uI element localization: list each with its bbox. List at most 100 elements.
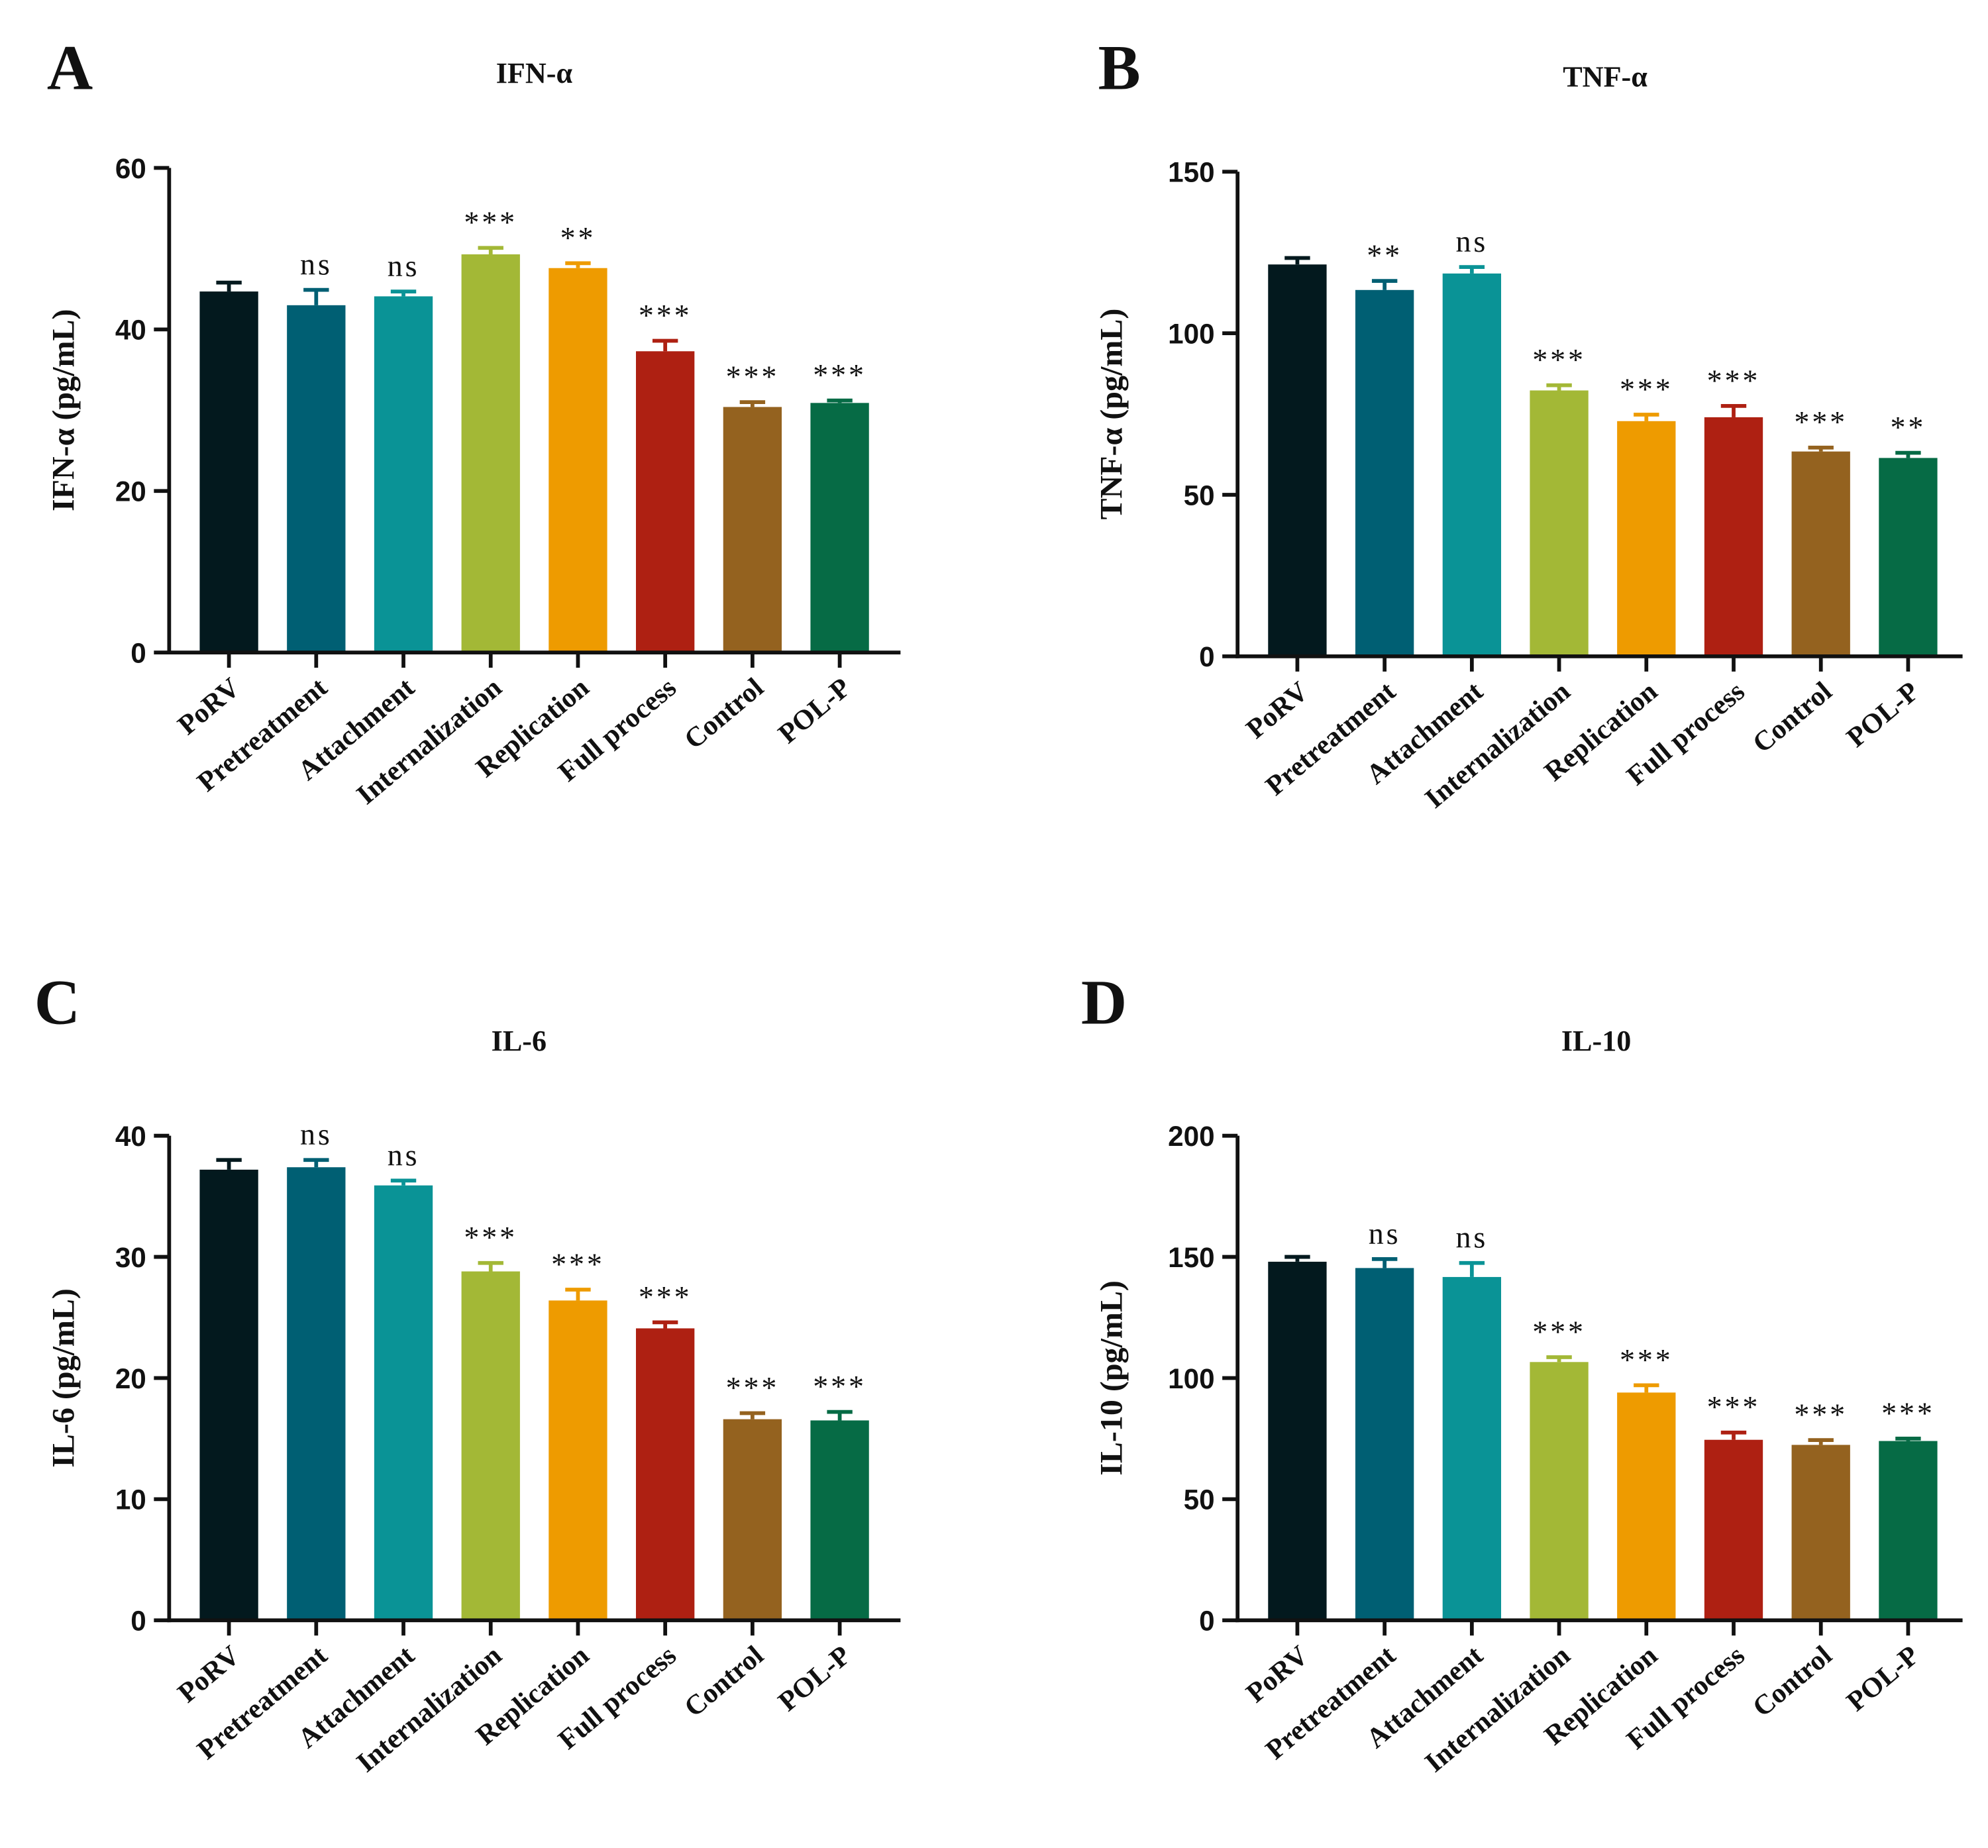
y-tick-label: 0 bbox=[1199, 1606, 1215, 1637]
significance-label: *** bbox=[1620, 1343, 1673, 1376]
significance-label: *** bbox=[639, 1280, 692, 1313]
bar bbox=[549, 268, 607, 653]
x-tick-label: Control bbox=[1747, 676, 1838, 759]
y-axis-label: IL-10 (pg/mL) bbox=[1094, 1280, 1129, 1476]
bar bbox=[1530, 1362, 1589, 1621]
y-tick-label: 50 bbox=[1184, 480, 1215, 511]
bar bbox=[1442, 273, 1502, 656]
bar bbox=[1442, 1276, 1502, 1621]
y-tick-label: 200 bbox=[1168, 1121, 1214, 1152]
significance-label: *** bbox=[464, 1221, 517, 1255]
bar bbox=[810, 1420, 869, 1621]
bar bbox=[374, 1185, 433, 1621]
chart-title: IL-10 bbox=[1561, 1025, 1632, 1057]
y-tick-label: 20 bbox=[115, 476, 146, 507]
panel-letter: A bbox=[47, 32, 93, 103]
y-tick-label: 100 bbox=[1168, 319, 1214, 350]
bar bbox=[1355, 289, 1414, 656]
y-tick-label: 150 bbox=[1168, 1242, 1214, 1273]
y-tick-label: 30 bbox=[115, 1242, 146, 1273]
y-tick-label: 50 bbox=[1184, 1484, 1215, 1515]
x-tick-label: POL-P bbox=[772, 1639, 857, 1717]
y-tick-label: 60 bbox=[115, 153, 146, 184]
x-tick-label: Control bbox=[678, 672, 770, 755]
bar bbox=[636, 351, 695, 653]
significance-label: *** bbox=[1794, 405, 1848, 439]
bar bbox=[1617, 1392, 1676, 1621]
bar bbox=[636, 1328, 695, 1621]
bar bbox=[1879, 458, 1938, 656]
panel-letter: B bbox=[1098, 32, 1141, 103]
x-tick-label: Control bbox=[1747, 1639, 1838, 1723]
x-tick-label: PoRV bbox=[172, 672, 246, 741]
significance-label: *** bbox=[1794, 1398, 1848, 1431]
y-tick-label: 20 bbox=[115, 1363, 146, 1394]
bar bbox=[1704, 1439, 1763, 1621]
significance-label: ns bbox=[1369, 1217, 1401, 1251]
bar bbox=[461, 1271, 520, 1621]
bar bbox=[1268, 264, 1327, 656]
bar bbox=[1879, 1441, 1938, 1621]
significance-label: *** bbox=[813, 358, 866, 392]
significance-label: ** bbox=[1891, 411, 1926, 444]
y-tick-label: 100 bbox=[1168, 1363, 1214, 1394]
chart-title: IL-6 bbox=[492, 1025, 547, 1057]
significance-label: ns bbox=[300, 248, 333, 282]
significance-label: *** bbox=[639, 298, 692, 332]
significance-label: *** bbox=[1707, 1390, 1761, 1424]
significance-label: *** bbox=[1881, 1396, 1935, 1430]
x-tick-label: POL-P bbox=[1841, 1639, 1925, 1717]
chart-title: TNF-α bbox=[1563, 61, 1648, 93]
bar bbox=[199, 1169, 258, 1621]
significance-label: *** bbox=[1532, 1315, 1586, 1349]
chart-title: IFN-α bbox=[496, 57, 573, 89]
significance-label: *** bbox=[464, 205, 517, 239]
bar bbox=[287, 1167, 346, 1621]
significance-label: ns bbox=[388, 1138, 420, 1172]
y-axis-label: IL-6 (pg/mL) bbox=[46, 1288, 81, 1468]
y-tick-label: 0 bbox=[131, 637, 146, 668]
x-tick-label: Control bbox=[678, 1639, 770, 1723]
y-tick-label: 40 bbox=[115, 315, 146, 346]
x-tick-label: POL-P bbox=[772, 672, 857, 749]
bar bbox=[461, 254, 520, 653]
significance-label: ns bbox=[388, 249, 420, 283]
bar bbox=[1791, 451, 1850, 656]
significance-label: *** bbox=[551, 1247, 605, 1281]
significance-label: ns bbox=[300, 1117, 333, 1151]
bar bbox=[1617, 421, 1676, 656]
bar bbox=[374, 296, 433, 653]
significance-label: *** bbox=[726, 360, 780, 393]
y-axis-label: IFN-α (pg/mL) bbox=[46, 309, 81, 511]
bar bbox=[549, 1300, 607, 1621]
y-axis-label: TNF-α (pg/mL) bbox=[1094, 309, 1129, 520]
significance-label: *** bbox=[1532, 343, 1586, 377]
y-tick-label: 10 bbox=[115, 1484, 146, 1515]
significance-label: ** bbox=[1367, 238, 1402, 272]
x-tick-label: PoRV bbox=[1240, 1639, 1314, 1709]
bar bbox=[810, 403, 869, 653]
bar bbox=[723, 407, 782, 653]
y-tick-label: 150 bbox=[1168, 157, 1214, 188]
y-tick-label: 0 bbox=[1199, 641, 1215, 672]
bar bbox=[199, 291, 258, 653]
bar bbox=[1355, 1268, 1414, 1621]
significance-label: *** bbox=[813, 1370, 866, 1404]
significance-label: ** bbox=[560, 221, 596, 254]
chart-panel: CIL-6IL-6 (pg/mL)010203040PoRVPretreatme… bbox=[34, 967, 901, 1778]
significance-label: *** bbox=[1620, 372, 1673, 406]
bar bbox=[287, 305, 346, 653]
y-tick-label: 40 bbox=[115, 1121, 146, 1152]
significance-label: *** bbox=[726, 1370, 780, 1404]
y-tick-label: 0 bbox=[131, 1606, 146, 1637]
bar bbox=[1704, 417, 1763, 656]
x-tick-label: PoRV bbox=[172, 1639, 246, 1709]
bar bbox=[1791, 1445, 1850, 1621]
bar bbox=[723, 1419, 782, 1621]
x-tick-label: PoRV bbox=[1240, 676, 1314, 745]
panel-letter: C bbox=[34, 967, 80, 1038]
